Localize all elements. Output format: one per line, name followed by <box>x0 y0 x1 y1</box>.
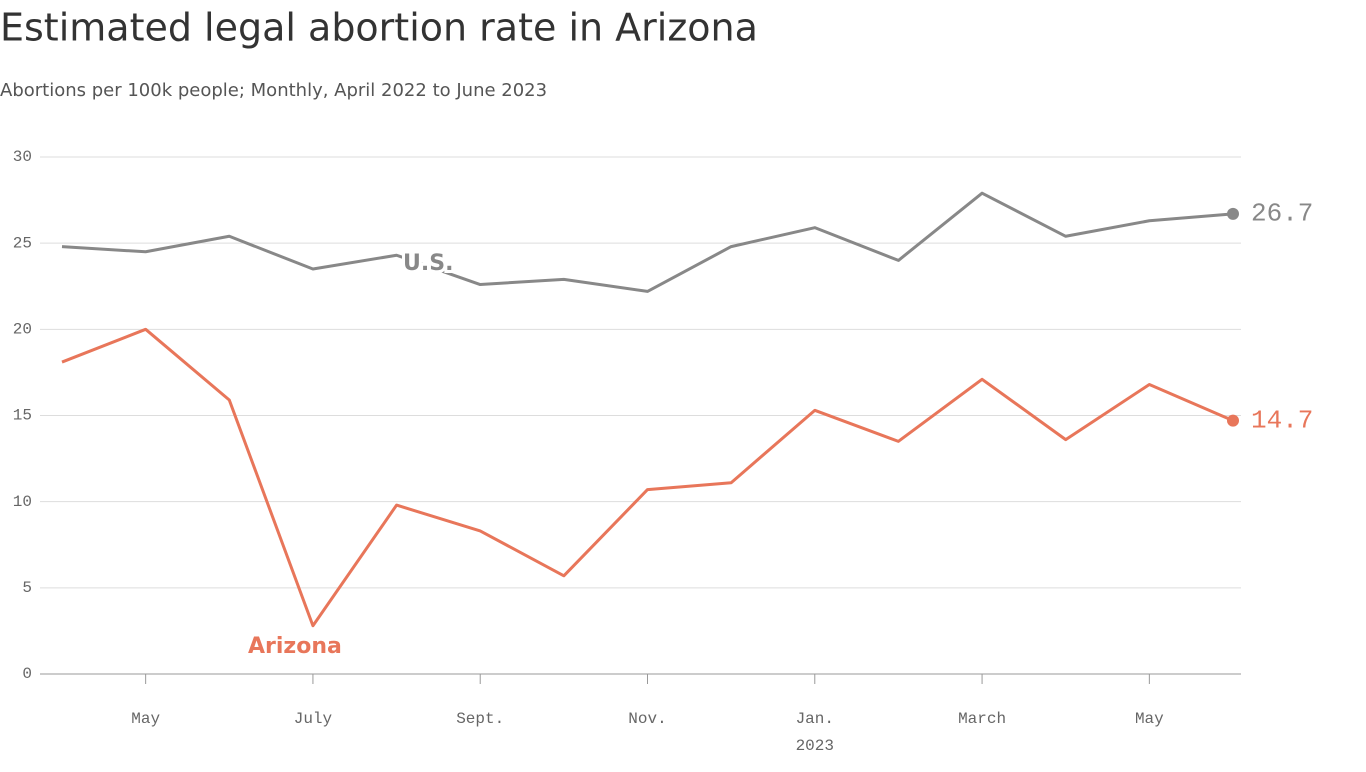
y-tick-label: 15 <box>13 407 32 425</box>
series-line <box>61 191 1234 293</box>
series-label: U.S. <box>403 251 453 276</box>
y-tick-label: 20 <box>13 321 32 339</box>
y-tick-label: 5 <box>22 579 32 597</box>
x-tick-label: May <box>131 710 160 728</box>
x-tick-label: July <box>294 710 333 728</box>
x-year-label: 2023 <box>796 737 834 755</box>
x-tick-label: Nov. <box>628 710 666 728</box>
chart-title: Estimated legal abortion rate in Arizona <box>0 6 758 50</box>
y-tick-label: 10 <box>13 493 32 511</box>
y-tick-label: 0 <box>22 665 32 683</box>
series-label: Arizona <box>248 634 342 659</box>
series-line <box>61 327 1234 628</box>
chart-subtitle: Abortions per 100k people; Monthly, Apri… <box>0 80 547 101</box>
end-point <box>1227 207 1239 220</box>
end-point <box>1227 414 1239 427</box>
x-tick-label: March <box>958 710 1006 728</box>
y-tick-label: 30 <box>13 148 32 166</box>
end-value-label: 14.7 <box>1251 406 1313 436</box>
end-value-label: 26.7 <box>1251 199 1313 229</box>
x-tick-label: Sept. <box>456 710 504 728</box>
x-tick-label: Jan. <box>796 710 834 728</box>
y-tick-label: 25 <box>13 234 32 252</box>
x-tick-label: May <box>1135 710 1164 728</box>
